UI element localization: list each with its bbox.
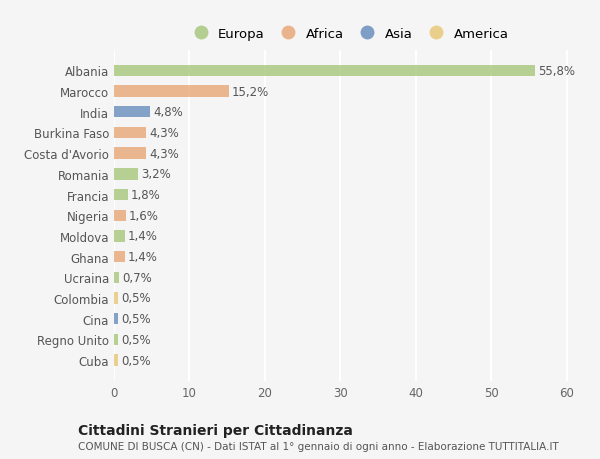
Legend: Europa, Africa, Asia, America: Europa, Africa, Asia, America bbox=[184, 24, 512, 45]
Bar bbox=[114, 313, 118, 325]
Bar bbox=[114, 272, 119, 283]
Text: COMUNE DI BUSCA (CN) - Dati ISTAT al 1° gennaio di ogni anno - Elaborazione TUTT: COMUNE DI BUSCA (CN) - Dati ISTAT al 1° … bbox=[78, 441, 559, 451]
Bar bbox=[114, 355, 118, 366]
Text: 0,5%: 0,5% bbox=[121, 333, 151, 346]
Text: 0,7%: 0,7% bbox=[122, 271, 152, 284]
Bar bbox=[114, 107, 150, 118]
Text: 0,5%: 0,5% bbox=[121, 313, 151, 325]
Bar bbox=[114, 66, 535, 77]
Text: 1,4%: 1,4% bbox=[128, 251, 157, 263]
Text: 55,8%: 55,8% bbox=[538, 65, 575, 78]
Bar bbox=[114, 231, 125, 242]
Text: 4,3%: 4,3% bbox=[149, 127, 179, 140]
Text: 0,5%: 0,5% bbox=[121, 292, 151, 305]
Bar bbox=[114, 128, 146, 139]
Bar bbox=[114, 210, 126, 221]
Text: 15,2%: 15,2% bbox=[232, 85, 269, 98]
Text: 4,3%: 4,3% bbox=[149, 147, 179, 160]
Bar bbox=[114, 148, 146, 159]
Text: 1,8%: 1,8% bbox=[131, 189, 160, 202]
Bar bbox=[114, 252, 125, 263]
Text: Cittadini Stranieri per Cittadinanza: Cittadini Stranieri per Cittadinanza bbox=[78, 423, 353, 437]
Text: 0,5%: 0,5% bbox=[121, 354, 151, 367]
Bar bbox=[114, 293, 118, 304]
Bar bbox=[114, 334, 118, 345]
Text: 4,8%: 4,8% bbox=[153, 106, 183, 119]
Bar bbox=[114, 190, 128, 201]
Text: 1,4%: 1,4% bbox=[128, 230, 157, 243]
Text: 3,2%: 3,2% bbox=[141, 168, 171, 181]
Bar bbox=[114, 86, 229, 97]
Bar bbox=[114, 169, 138, 180]
Text: 1,6%: 1,6% bbox=[129, 209, 159, 222]
